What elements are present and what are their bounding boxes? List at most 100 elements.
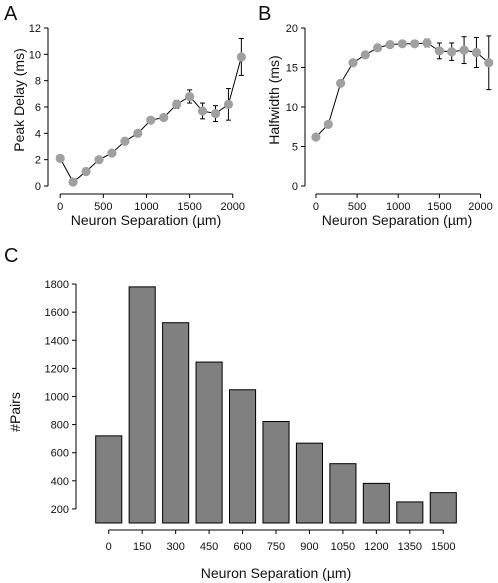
panel-a-y-tick-label: 10 — [29, 49, 41, 61]
panel-b-series-line — [315, 42, 490, 138]
panel-a-xlabel: Neuron Separation (µm) — [71, 212, 221, 228]
panel-a-data-point — [81, 166, 91, 177]
panel-b-y-tick-label: 5 — [292, 142, 298, 154]
panel-c-x-tick-label: 1050 — [331, 541, 355, 553]
panel-c-bar — [128, 286, 156, 524]
panel-b-x-tick-label: 500 — [348, 201, 366, 213]
panel-c-x-tick-label: 450 — [200, 541, 218, 553]
panel-c-y-tick-label: 1400 — [45, 335, 69, 347]
panel-a-data-point — [210, 108, 221, 119]
panel-b-y-tick-label: 20 — [286, 23, 298, 35]
panel-c-bar — [228, 389, 257, 524]
panel-a-data-point — [236, 52, 246, 62]
panel-b-data-point — [311, 132, 321, 142]
panel-c-x-tick-label: 1200 — [364, 541, 388, 553]
panel-c: C 200 400 600 800 1000 1200 1400 1600 1800 0 150 30… — [4, 245, 457, 581]
panel-c-y-tick-label: 1200 — [45, 363, 69, 375]
panel-b-y-tick-label: 15 — [286, 63, 298, 75]
panel-b-x-tick-label: 2000 — [468, 201, 492, 213]
panel-c-bar — [362, 482, 390, 524]
panel-c-x-tick-label: 750 — [267, 541, 285, 553]
panel-a-x-tick-label: 2000 — [221, 201, 245, 213]
panel-a-x-tick-label: 1000 — [134, 201, 158, 213]
panel-b-data-point — [385, 39, 395, 50]
panel-b-data-point — [360, 50, 370, 60]
panel-b-data-point — [373, 43, 383, 53]
panel-c-y-tick-label: 800 — [51, 420, 69, 432]
panel-a-data-point — [94, 155, 104, 165]
panel-b-data-point — [323, 119, 333, 129]
panel-a-y-tick-label: 12 — [29, 23, 41, 35]
panel-b-data-point — [397, 39, 407, 49]
panel-a-axes: 0 2 4 6 8 10 12 0 500 1000 1500 2000 — [29, 23, 246, 213]
panel-b-data-point — [447, 47, 457, 57]
panel-c-y-tick-label: 400 — [51, 476, 69, 488]
panel-c-x-tick-label: 150 — [133, 541, 151, 553]
panel-c-x-tick-label: 300 — [166, 541, 184, 553]
panel-b-y-tick-label: 0 — [292, 181, 298, 193]
panel-a-data-point — [159, 112, 169, 123]
panel-b-x-tick-label: 1000 — [386, 201, 410, 213]
panel-letter-a: A — [4, 3, 18, 25]
panel-c-x-tick-label: 1500 — [431, 541, 455, 553]
panel-c-bar — [396, 501, 424, 524]
panel-a-ylabel: Peak Delay (ms) — [11, 48, 27, 151]
panel-a-data-point — [68, 177, 78, 187]
panel-a-data-point — [146, 115, 156, 125]
panel-c-bar — [162, 322, 190, 524]
panel-a-data-point — [107, 148, 117, 158]
panel-c-y-tick-label: 200 — [51, 504, 69, 516]
panel-b-xlabel: Neuron Separation (µm) — [322, 212, 472, 228]
panel-a-data-point — [197, 106, 208, 116]
panel-c-bar — [95, 435, 123, 524]
panel-b-data-point — [484, 58, 494, 68]
panel-a-data-point — [133, 128, 143, 138]
panel-a-x-tick-label: 500 — [94, 201, 112, 213]
panel-c-x-tick-label: 900 — [300, 541, 318, 553]
panel-c-ylabel: #Pairs — [7, 392, 23, 432]
panel-c-y-tick-label: 1800 — [45, 279, 69, 291]
panel-b: B 0 5 10 15 20 0 500 1000 1500 2000 Halfwidth (ms… — [258, 3, 494, 228]
panel-a-y-tick-label: 8 — [35, 76, 41, 88]
panel-a: A 0 2 4 6 8 10 12 0 500 1000 1500 2000 Peak Delay (… — [4, 3, 246, 228]
panel-c-x-tick-label: 600 — [233, 541, 251, 553]
panel-a-data-point — [185, 91, 195, 102]
panel-c-bar — [262, 421, 290, 524]
panel-letter-b: B — [258, 3, 271, 25]
panel-a-data-point — [120, 136, 130, 146]
panel-c-axes: 200 400 600 800 1000 1200 1400 1600 1800 0 150 300 4… — [45, 279, 457, 553]
panel-c-bar — [329, 463, 357, 524]
panel-a-data-point — [55, 153, 65, 163]
panel-b-data-point — [336, 78, 346, 88]
panel-b-x-tick-label: 0 — [313, 201, 319, 213]
panel-b-y-tick-label: 10 — [286, 102, 298, 114]
panel-b-data-point — [434, 46, 444, 56]
panel-a-data-point — [172, 99, 182, 109]
panel-b-data-point — [422, 38, 432, 48]
panel-b-data-point — [410, 39, 420, 49]
panel-b-axes: 0 5 10 15 20 0 500 1000 1500 2000 — [286, 23, 494, 213]
panel-a-y-tick-label: 2 — [35, 155, 41, 167]
panel-a-x-tick-label: 1500 — [177, 201, 201, 213]
panel-c-bar — [429, 492, 457, 524]
panel-b-data-point — [471, 47, 482, 58]
panel-b-x-tick-label: 1500 — [427, 201, 451, 213]
panel-c-y-tick-label: 1600 — [45, 307, 69, 319]
panel-b-data-point — [348, 58, 358, 68]
panel-c-y-tick-label: 1000 — [45, 392, 69, 404]
panel-b-data-point — [459, 45, 469, 55]
panel-c-bar — [295, 442, 324, 524]
panel-c-xlabel: Neuron Separation (µm) — [201, 565, 351, 581]
panel-a-y-tick-label: 6 — [35, 102, 41, 114]
panel-c-x-tick-label: 0 — [106, 541, 112, 553]
panel-a-data-point — [223, 99, 234, 109]
panel-b-ylabel: Halfwidth (ms) — [266, 55, 282, 144]
panel-c-x-tick-label: 1350 — [398, 541, 422, 553]
panel-letter-c: C — [4, 245, 18, 267]
panel-a-y-tick-label: 0 — [35, 181, 41, 193]
panel-c-bar — [195, 361, 223, 524]
panel-a-y-tick-label: 4 — [35, 128, 41, 140]
panel-c-y-tick-label: 600 — [51, 448, 69, 460]
panel-a-x-tick-label: 0 — [57, 201, 63, 213]
